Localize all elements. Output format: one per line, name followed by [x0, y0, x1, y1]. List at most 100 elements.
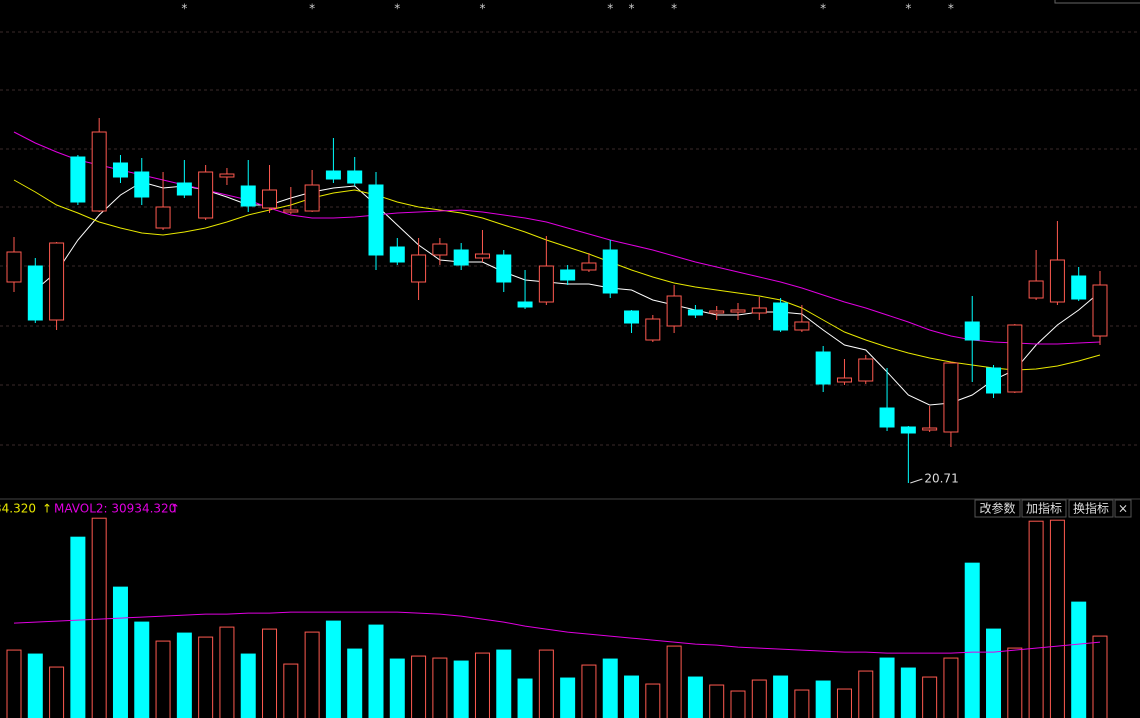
volume-bar: [773, 675, 789, 718]
volume-bar: [134, 621, 150, 718]
volume-bar: [219, 626, 235, 718]
volume-bar: [6, 649, 22, 718]
toolbar-button-label[interactable]: ×: [1118, 502, 1128, 516]
volume-bar: [1049, 519, 1065, 718]
candle-body: [496, 254, 512, 283]
candle-body: [347, 170, 363, 184]
candle-body: [964, 321, 980, 341]
candle-body: [6, 251, 22, 283]
candle-body: [325, 170, 341, 180]
volume-bar: [986, 628, 1002, 718]
candle-body: [730, 309, 746, 313]
info-marker: *: [309, 2, 315, 16]
volume-bar: [198, 636, 214, 718]
candle-body: [879, 407, 895, 428]
candle-body: [1007, 324, 1023, 393]
info-marker: *: [629, 2, 635, 16]
volume-bar: [453, 660, 469, 718]
volume-bar: [112, 586, 128, 718]
candle-body: [624, 310, 640, 324]
candle-body: [198, 171, 214, 219]
low-pointer: [910, 478, 923, 484]
candle-body: [1049, 259, 1065, 303]
volume-bar: [581, 664, 597, 718]
candle-body: [304, 184, 320, 212]
candle-body: [134, 171, 150, 198]
candle-body: [836, 377, 852, 383]
volume-bar: [432, 657, 448, 718]
candle-body: [432, 243, 448, 256]
toolbar-button[interactable]: [1021, 499, 1067, 518]
candle-body: [773, 302, 789, 331]
volume-bar: [411, 655, 427, 718]
candle-body: [368, 184, 384, 256]
candle-body: [112, 162, 128, 178]
info-marker: *: [671, 2, 677, 16]
volume-bar: [560, 677, 576, 718]
volume-bar: [624, 675, 640, 718]
candle-body: [91, 131, 107, 212]
info-marker: *: [905, 2, 911, 16]
candle-body: [858, 358, 874, 382]
candle-body: [986, 367, 1002, 394]
volume-bar: [240, 653, 256, 718]
volume-bar: [49, 666, 65, 718]
volume-bar: [666, 645, 682, 718]
volume-bar: [794, 689, 810, 718]
info-marker: *: [479, 2, 485, 16]
toolbar-button[interactable]: [974, 499, 1021, 518]
volume-bar: [347, 648, 363, 718]
indicator-label: ↑: [170, 502, 180, 516]
volume-bar: [964, 562, 980, 718]
toolbar-button-label[interactable]: 换指标: [1073, 501, 1109, 516]
volume-bar: [645, 683, 661, 718]
candle-body: [560, 269, 576, 281]
volume-bar: [283, 663, 299, 718]
candle-body: [176, 182, 192, 196]
volume-bar: [474, 652, 490, 718]
candle-body: [581, 262, 597, 271]
candle-body: [751, 307, 767, 314]
moving-average-line: [13, 131, 1101, 345]
top-right-frame: [1054, 0, 1140, 4]
candle-body: [474, 253, 490, 259]
volume-bar: [70, 536, 86, 718]
candle-body: [666, 295, 682, 327]
candle-body: [27, 265, 43, 321]
candle-body: [602, 249, 618, 294]
toolbar-button[interactable]: [1068, 499, 1114, 518]
volume-bar: [496, 649, 512, 718]
candle-body: [922, 427, 938, 431]
toolbar-button[interactable]: [1114, 499, 1132, 518]
volume-bar: [155, 640, 171, 718]
candle-body: [709, 310, 725, 314]
volume-bar: [538, 649, 554, 718]
candle-body: [794, 321, 810, 331]
volume-bar: [858, 670, 874, 718]
volume-bar: [1007, 647, 1023, 718]
candle-body: [1071, 275, 1087, 300]
moving-average-line: [13, 611, 1101, 654]
candle-body: [943, 362, 959, 433]
info-marker: *: [607, 2, 613, 16]
volume-bar: [1071, 601, 1087, 718]
candle-body: [70, 156, 86, 203]
volume-bar: [900, 667, 916, 718]
candle-body: [453, 249, 469, 266]
volume-bar: [27, 653, 43, 718]
candle-body: [389, 246, 405, 263]
volume-bar: [602, 658, 618, 718]
toolbar-button-label[interactable]: 改参数: [979, 501, 1015, 516]
candle-body: [1028, 280, 1044, 299]
candle-body: [262, 189, 278, 209]
candle-body: [1092, 284, 1108, 337]
volume-bar: [709, 684, 725, 718]
info-marker: *: [394, 2, 400, 16]
volume-bar: [262, 628, 278, 718]
indicator-label: ↑: [42, 502, 52, 516]
candle-body: [240, 185, 256, 207]
indicator-label: MAVOL2: 30934.320: [54, 502, 176, 516]
volume-bar: [368, 624, 384, 718]
toolbar-button-label[interactable]: 加指标: [1026, 501, 1062, 516]
